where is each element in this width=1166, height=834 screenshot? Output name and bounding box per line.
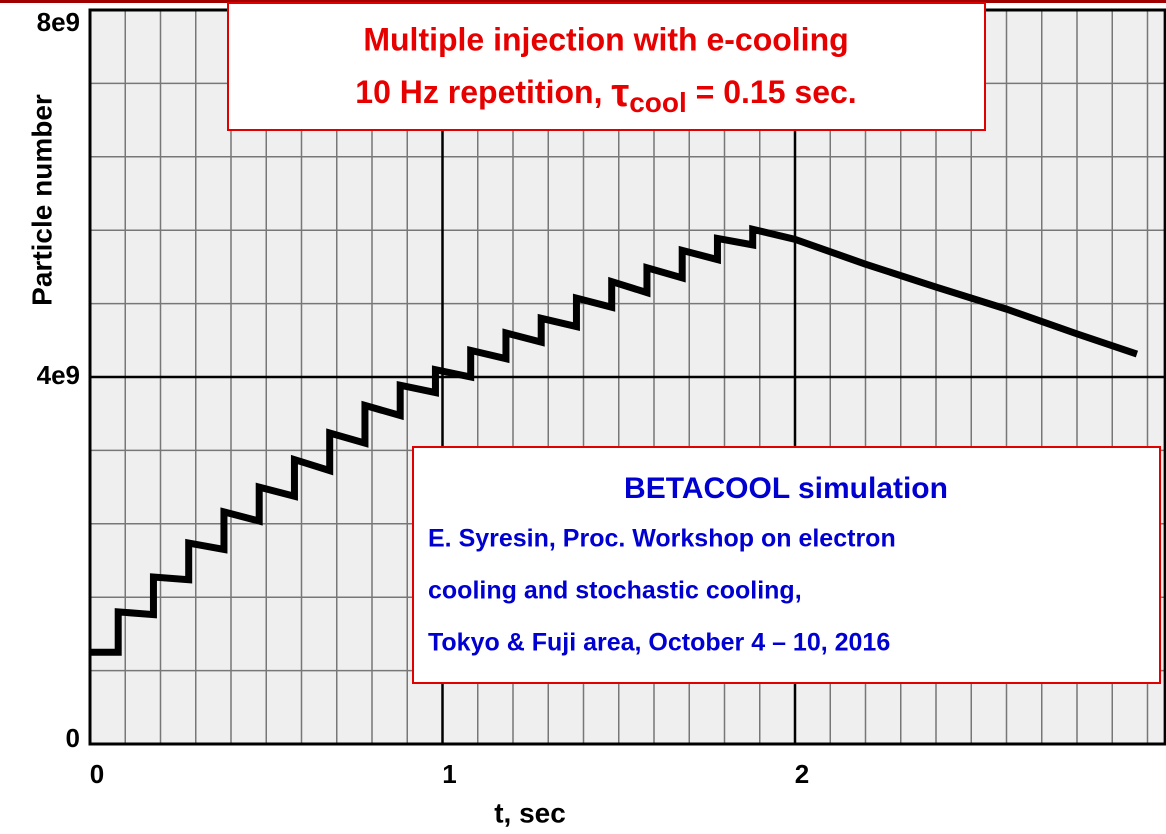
annotation-line: E. Syresin, Proc. Workshop on electron <box>428 525 896 553</box>
annotation-line: cooling and stochastic cooling, <box>428 577 802 605</box>
y-axis-label: Particle number <box>26 94 57 306</box>
y-tick-label: 4e9 <box>37 360 80 390</box>
annotation-box <box>412 446 1161 684</box>
top-rule <box>0 0 1166 3</box>
x-tick-label: 1 <box>442 759 456 789</box>
subtitle-part: cool <box>629 87 687 118</box>
chart-title: Multiple injection with e-cooling <box>363 21 848 57</box>
x-tick-label: 2 <box>795 759 809 789</box>
y-tick-label: 8e9 <box>37 7 80 37</box>
annotation-line: Tokyo & Fuji area, October 4 – 10, 2016 <box>428 629 890 657</box>
annotation-heading: BETACOOL simulation <box>624 472 948 505</box>
x-tick-label: 0 <box>90 759 104 789</box>
y-tick-label: 0 <box>66 723 80 753</box>
subtitle-part: 10 Hz repetition, <box>355 74 611 110</box>
x-axis-label: t, sec <box>494 797 566 828</box>
subtitle-part: = 0.15 sec. <box>687 74 857 110</box>
subtitle-part: τ <box>611 71 629 115</box>
data-line <box>90 224 1139 656</box>
chart-subtitle: 10 Hz repetition, τcool = 0.15 sec. <box>355 71 856 119</box>
title-box <box>227 2 986 131</box>
